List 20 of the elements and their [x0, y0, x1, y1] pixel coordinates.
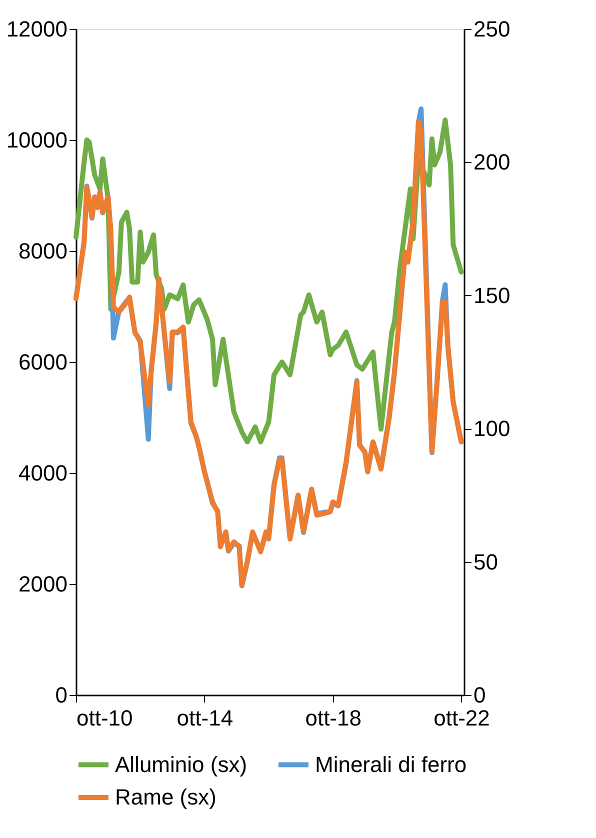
x-tick-label: ott-10	[76, 706, 133, 730]
y2-tick-label: 50	[474, 549, 498, 574]
y2-tick-label: 250	[474, 16, 510, 42]
y-tick-label: 2000	[18, 572, 68, 596]
y-tick-label: 8000	[18, 238, 68, 264]
y-tick-label: 0	[55, 682, 68, 708]
legend-label: Rame (sx)	[115, 784, 216, 810]
y2-tick-label: 200	[474, 150, 510, 175]
y-tick-label: 4000	[18, 460, 68, 486]
x-tick-label: ott-22	[434, 706, 490, 730]
y-tick-label: 12000	[6, 16, 68, 42]
y-tick-label: 10000	[6, 128, 68, 152]
legend-label: Alluminio (sx)	[115, 752, 248, 777]
legend-label: Minerali di ferro	[315, 752, 467, 777]
x-tick-label: ott-18	[305, 706, 362, 730]
x-tick-label: ott-14	[176, 706, 234, 730]
y2-tick-label: 0	[474, 682, 486, 708]
y2-tick-label: 100	[474, 416, 510, 442]
y-tick-label: 6000	[18, 350, 68, 374]
y2-tick-label: 150	[474, 282, 510, 308]
